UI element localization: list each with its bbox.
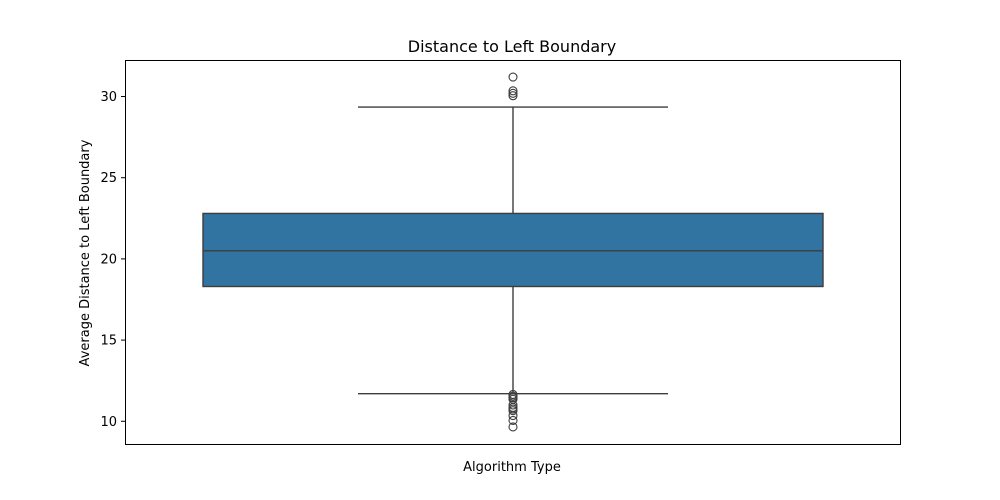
outlier-point <box>508 91 518 101</box>
y-tick-label: 25 <box>100 171 117 186</box>
interquartile-box <box>202 212 824 288</box>
outlier-point <box>508 422 518 432</box>
outlier-point <box>508 411 518 421</box>
outlier-point <box>508 88 518 98</box>
outlier-point <box>508 86 518 96</box>
outlier-point <box>508 72 518 82</box>
x-axis-label: Algorithm Type <box>463 460 561 475</box>
outlier-point <box>508 415 518 426</box>
y-tick-label: 15 <box>100 334 117 349</box>
y-tick-label: 30 <box>100 90 117 105</box>
plot-frame <box>125 60 901 445</box>
y-axis-label: Average Distance to Left Boundary <box>78 139 93 366</box>
y-tick-label: 20 <box>100 252 117 267</box>
chart-title: Distance to Left Boundary <box>408 37 616 56</box>
outlier-point <box>508 406 518 416</box>
y-axis-ticks: 10 15 20 25 30 <box>100 90 125 430</box>
outlier-point <box>508 400 518 410</box>
box-plot-marks <box>202 72 824 432</box>
y-tick-label: 10 <box>100 415 117 430</box>
